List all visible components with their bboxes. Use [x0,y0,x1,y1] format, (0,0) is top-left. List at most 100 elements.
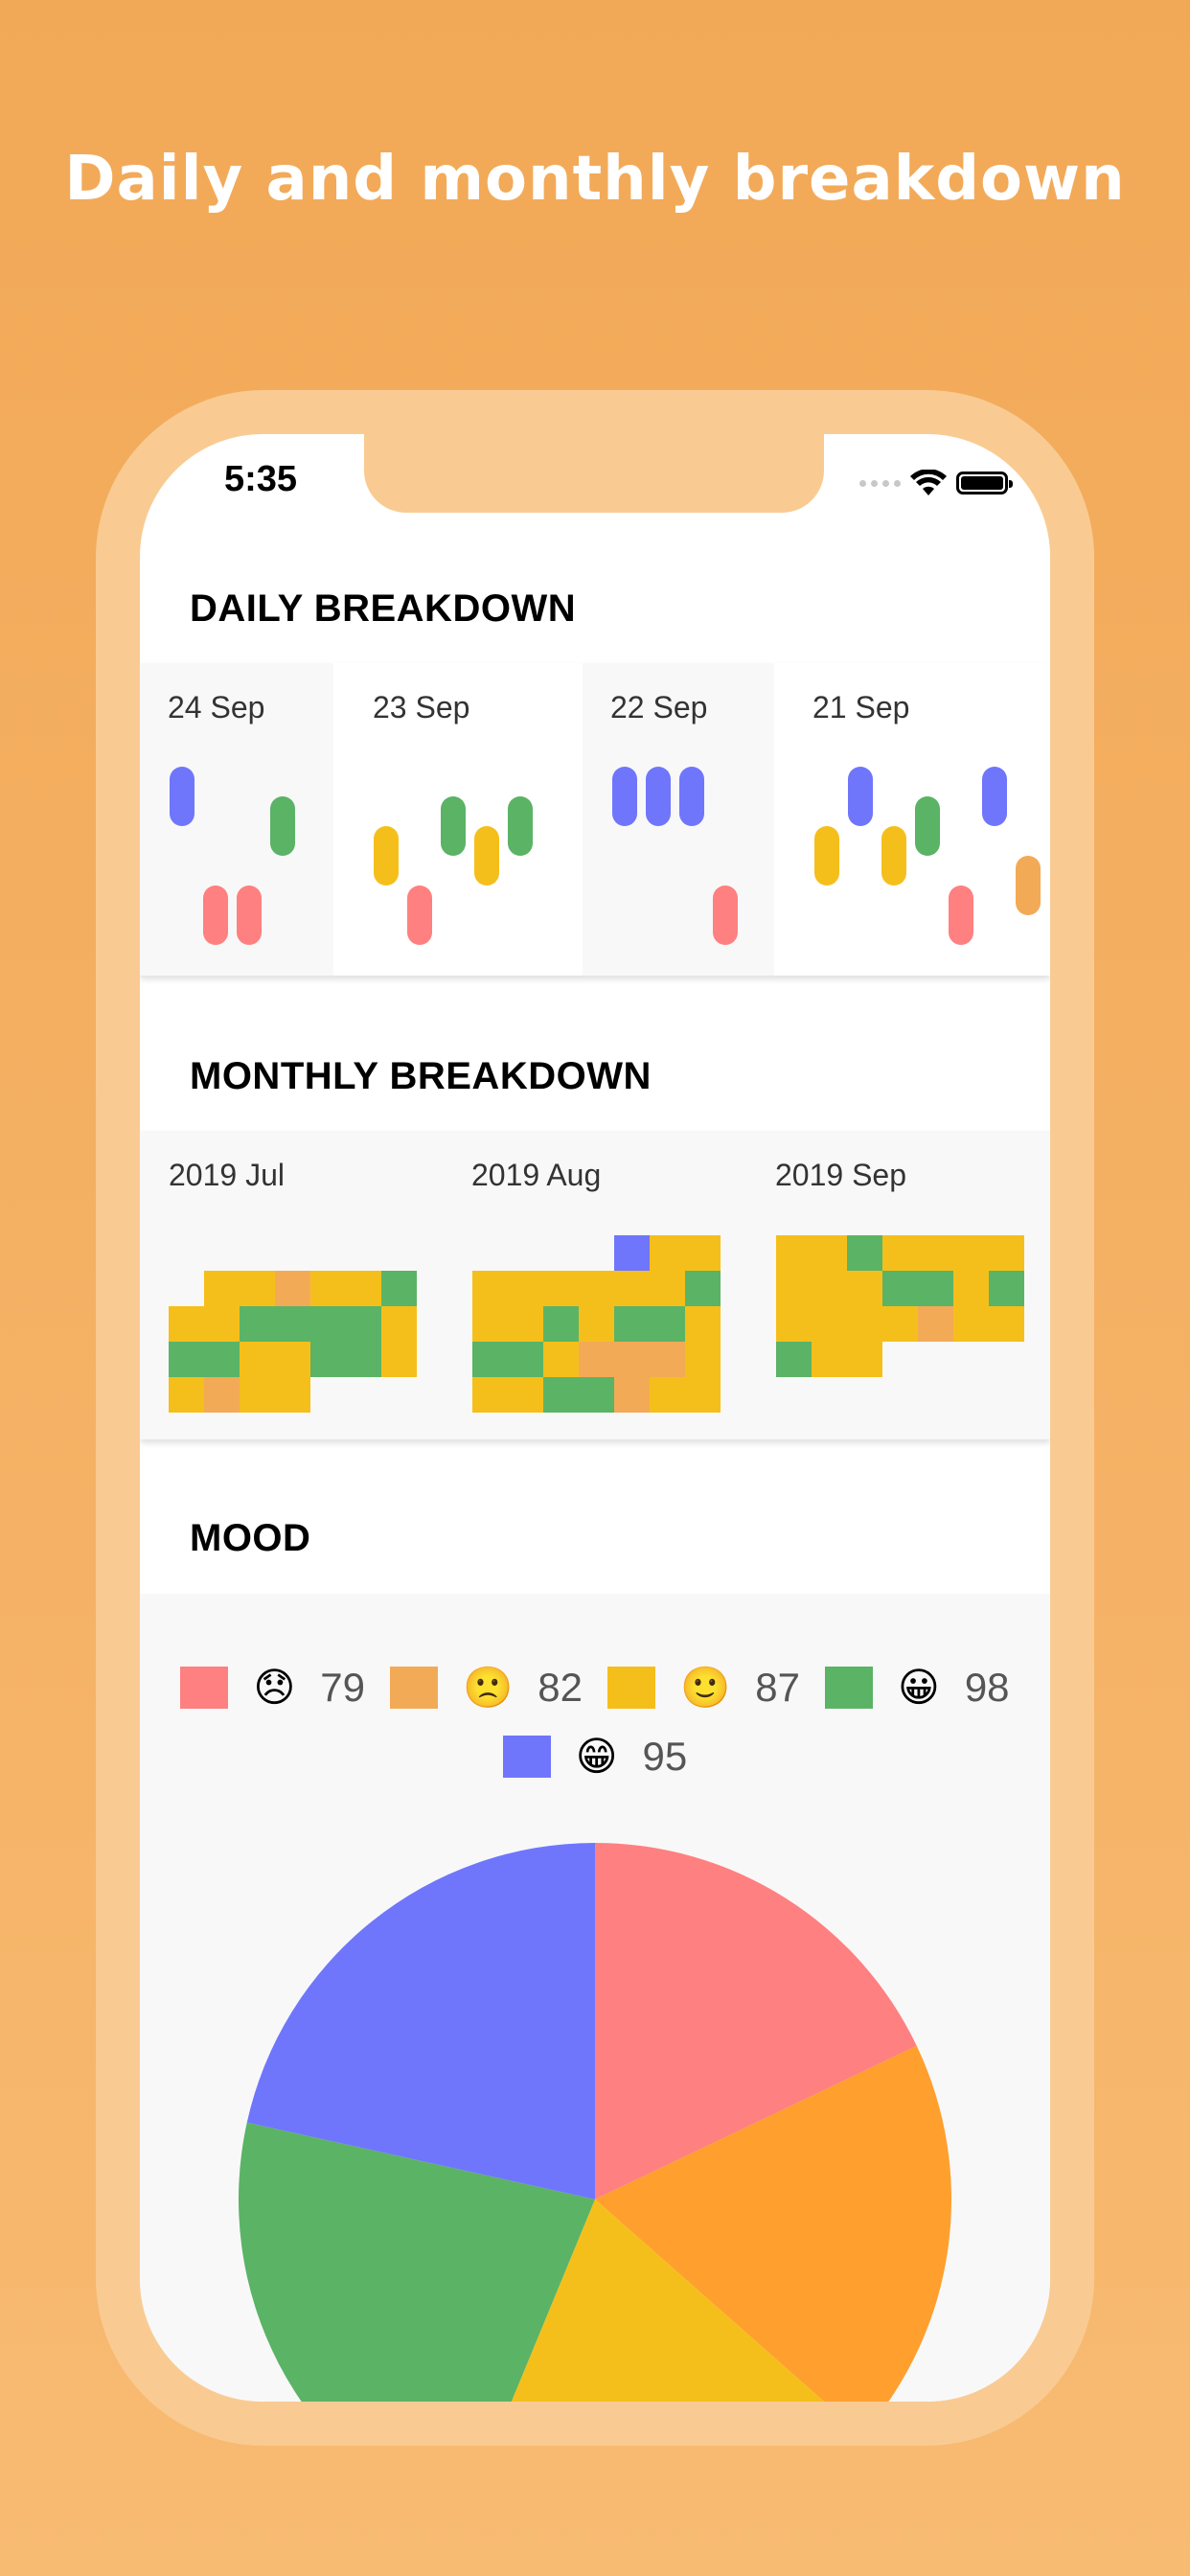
heatmap-day-cell [346,1271,381,1306]
cellular-signal-icon [859,479,901,487]
heatmap-day-cell [579,1342,614,1377]
heatmap-day-cell [847,1342,882,1377]
heatmap-day-cell [614,1271,650,1306]
pie-slice-4[interactable] [239,2122,595,2402]
heatmap-day-cell [812,1235,847,1271]
heatmap-day-cell [989,1235,1024,1271]
heatmap-day-cell [989,1306,1024,1342]
heatmap-day-cell [169,1306,204,1342]
mood-emoji: 😞 [253,1664,296,1711]
heatmap-day-cell [989,1271,1024,1306]
heatmap-day-cell [812,1342,847,1377]
heatmap-day-cell [776,1342,812,1377]
day-label: 22 Sep [610,690,708,724]
legend-item[interactable]: 😀 98 [825,1665,1010,1711]
heatmap-day-cell [543,1271,579,1306]
month-label: 2019 Aug [471,1158,602,1192]
legend-item[interactable]: 🙂 87 [607,1665,800,1711]
heatmap-day-cell [685,1235,721,1271]
battery-icon [956,472,1013,494]
legend-item[interactable]: 😞 79 [180,1665,365,1711]
mood-pill [612,767,637,826]
heatmap-day-cell [240,1271,275,1306]
mood-pill [679,767,704,826]
heatmap-day-cell [847,1306,882,1342]
heatmap-day-cell [650,1342,685,1377]
heatmap-day-cell [169,1342,204,1377]
daily-breakdown-title: DAILY BREAKDOWN [190,587,577,630]
mood-pill [508,796,533,856]
heatmap-day-cell [508,1306,543,1342]
heatmap-day-cell [614,1235,650,1271]
heatmap-day-cell [918,1306,953,1342]
day-label: 21 Sep [812,690,910,724]
heatmap-day-cell [543,1377,579,1413]
monthly-breakdown-row[interactable]: 2019 Jul 2019 Aug 2019 Sep [140,1131,1050,1439]
legend-swatch [180,1667,229,1709]
mood-legend-row: 😞 79 🙁 82 🙂 87 😀 98 [140,1665,1050,1711]
day-label: 23 Sep [373,690,470,724]
mood-pill [474,826,499,886]
heatmap-day-cell [508,1377,543,1413]
notch [364,434,824,513]
mood-legend-row: 😁 95 [140,1734,1050,1780]
mood-pill [170,767,195,826]
mood-pill [407,886,432,945]
heatmap-day-cell [614,1377,650,1413]
mood-count: 87 [755,1665,801,1710]
mood-pill [374,826,399,886]
heatmap-day-cell [240,1377,275,1413]
heatmap-day-cell [812,1306,847,1342]
mood-chart-panel: 😞 79 🙁 82 🙂 87 😀 98 😁 [140,1594,1050,2402]
heatmap-day-cell [472,1271,508,1306]
heatmap-day-cell [953,1306,989,1342]
day-card[interactable]: 21 Sep [774,663,1050,976]
heatmap-day-cell [240,1342,275,1377]
heatmap-day-cell [275,1377,310,1413]
heatmap-day-cell [472,1342,508,1377]
day-card[interactable]: 22 Sep [583,663,774,976]
heatmap-day-cell [918,1271,953,1306]
phone-screen: 5:35 DAILY BREAKDOWN 24 Sep 23 Sep 22 [140,434,1050,2402]
mood-emoji: 🙁 [462,1664,514,1711]
heatmap-day-cell [650,1306,685,1342]
mood-pill [949,886,973,945]
heatmap-day-cell [275,1306,310,1342]
heatmap-day-cell [508,1342,543,1377]
daily-breakdown-row[interactable]: 24 Sep 23 Sep 22 Sep 21 Sep [140,663,1050,976]
day-card[interactable]: 24 Sep [140,663,333,976]
day-label: 24 Sep [168,690,265,724]
heatmap-day-cell [275,1271,310,1306]
pie-slice-2[interactable] [595,2045,951,2402]
heatmap-day-cell [310,1306,346,1342]
pie-slice-1[interactable] [595,1843,917,2199]
heatmap-day-cell [310,1271,346,1306]
heatmap-day-cell [776,1235,812,1271]
heatmap-day-cell [650,1271,685,1306]
heatmap-day-cell [882,1306,918,1342]
heatmap-day-cell [381,1271,417,1306]
heatmap-day-cell [508,1271,543,1306]
heatmap-day-cell [614,1306,650,1342]
day-card[interactable]: 23 Sep [333,663,583,976]
heatmap-day-cell [847,1271,882,1306]
heatmap-day-cell [614,1342,650,1377]
legend-item[interactable]: 😁 95 [502,1733,687,1780]
heatmap-day-cell [275,1342,310,1377]
pie-slice-3[interactable] [459,2199,862,2402]
mood-pie-chart[interactable] [140,1594,1050,2402]
headline: Daily and monthly breakdown [64,144,1126,215]
wifi-icon [910,470,947,495]
mood-pill [1016,856,1041,915]
pie-slice-5[interactable] [246,1843,595,2199]
heatmap-day-cell [204,1342,240,1377]
legend-item[interactable]: 🙁 82 [389,1664,583,1711]
mood-pill [982,767,1007,826]
heatmap-day-cell [776,1271,812,1306]
heatmap-day-cell [812,1271,847,1306]
mood-pill [814,826,839,886]
mood-emoji: 😁 [575,1733,618,1780]
heatmap-day-cell [847,1235,882,1271]
legend-swatch [389,1667,438,1709]
legend-swatch [502,1736,551,1778]
